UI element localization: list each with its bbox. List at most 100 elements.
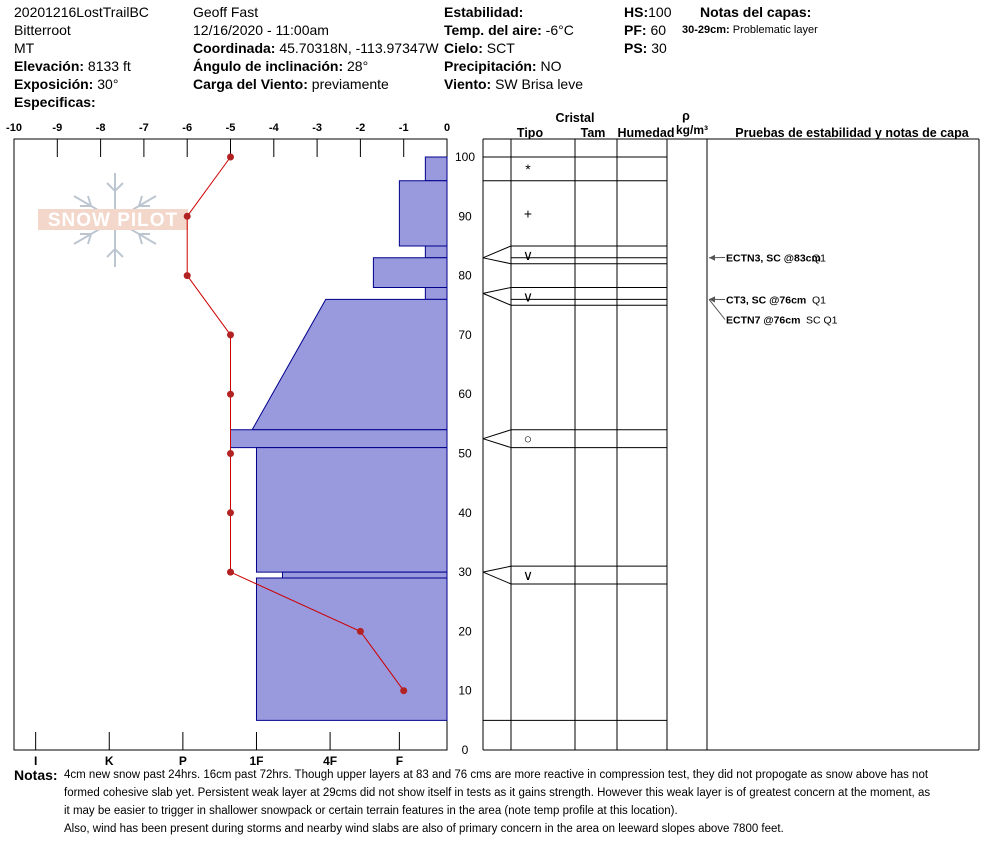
stability-test-quality: SC Q1 bbox=[806, 315, 838, 327]
hardness-layer bbox=[255, 447, 448, 573]
coordinate-value: 45.70318N, -113.97347W bbox=[279, 40, 439, 56]
layer-connector bbox=[482, 429, 512, 440]
temperature-point bbox=[400, 687, 408, 695]
depth-tick-label: 10 bbox=[458, 684, 472, 698]
hardness-layer bbox=[255, 577, 448, 721]
notes-line: 4cm new snow past 24hrs. 16cm past 72hrs… bbox=[64, 769, 929, 781]
pf-row: PF: 60 bbox=[624, 22, 666, 38]
layer-connector bbox=[482, 286, 512, 294]
hardness-layer bbox=[424, 286, 448, 300]
temp-tick-label: -8 bbox=[96, 122, 106, 134]
air-temp-value: -6°C bbox=[545, 22, 574, 38]
temp-tick-label: -5 bbox=[226, 122, 236, 134]
observer-name: Geoff Fast bbox=[193, 4, 259, 20]
tests-header: Pruebas de estabilidad y notas de capa bbox=[735, 126, 969, 140]
hs-value: 100 bbox=[648, 4, 672, 20]
temperature-line bbox=[186, 156, 405, 691]
site-name: 20201216LostTrailBC bbox=[14, 4, 149, 20]
aspect-row: Exposición: 30° bbox=[14, 76, 118, 92]
test-arrow-head bbox=[709, 254, 715, 261]
wind-load-value: previamente bbox=[311, 76, 389, 92]
slope-label: Ángulo de inclinación: bbox=[193, 58, 344, 74]
hardness-layer bbox=[372, 257, 448, 288]
depth-tick-label: 70 bbox=[458, 328, 472, 342]
elevation-row: Elevación: 8133 ft bbox=[14, 58, 131, 74]
depth-tick-label: 0 bbox=[462, 743, 469, 757]
temp-tick-label: -2 bbox=[356, 122, 366, 134]
elevation-value: 8133 ft bbox=[87, 58, 131, 74]
stability-test-label: CT3, SC @76cm bbox=[726, 295, 806, 307]
specifics-label: Especificas: bbox=[14, 94, 96, 110]
notes-line: it may be easier to trigger in shallower… bbox=[64, 805, 678, 817]
crystal-symbol: * bbox=[525, 161, 531, 177]
ps-value: 30 bbox=[651, 40, 667, 56]
precip-value: NO bbox=[540, 58, 562, 74]
hardness-layer bbox=[281, 571, 448, 579]
depth-tick-label: 30 bbox=[458, 565, 472, 579]
elevation-label: Elevación: bbox=[14, 58, 85, 74]
notes-line: Also, wind has been present during storm… bbox=[64, 823, 784, 835]
stability-test-label: ECTN3, SC @83cm bbox=[726, 253, 821, 265]
crystal-header: Cristal bbox=[556, 111, 595, 125]
density-unit-header: kg/m³ bbox=[676, 123, 708, 137]
temperature-axis: -10 -9 -8 -7 -6 -5 -4 -3 -2 -1 0 bbox=[6, 122, 450, 157]
moisture-header: Humedad bbox=[618, 126, 675, 140]
stability-test-label: ECTN7 @76cm bbox=[726, 315, 800, 327]
size-header: Tam bbox=[581, 126, 606, 140]
layer-connector bbox=[482, 245, 512, 259]
aspect-value: 30° bbox=[97, 76, 119, 92]
wind-load-label: Carga del Viento: bbox=[193, 76, 308, 92]
layer-boundaries bbox=[482, 156, 667, 721]
hardness-layer bbox=[398, 180, 448, 247]
hardness-tick-label: 4F bbox=[323, 754, 337, 768]
depth-tick-label: 40 bbox=[458, 506, 472, 520]
coordinate-label: Coordinada: bbox=[193, 40, 276, 56]
density-symbol-header: ρ bbox=[682, 109, 690, 123]
wind-load-row: Carga del Viento: previamente bbox=[193, 76, 389, 92]
hs-label: HS: bbox=[624, 4, 649, 20]
temperature-point bbox=[227, 509, 234, 517]
wind-row: Viento: SW Brisa leve bbox=[444, 76, 583, 92]
temperature-point bbox=[227, 568, 234, 576]
observation-datetime: 12/16/2020 - 11:00am bbox=[193, 22, 329, 38]
hardness-layer bbox=[424, 156, 448, 182]
temp-tick-label: -4 bbox=[269, 122, 280, 134]
wind-label: Viento: bbox=[444, 76, 492, 92]
temperature-profile bbox=[183, 153, 408, 695]
crystal-symbol: ○ bbox=[524, 431, 532, 447]
temp-tick-label: -3 bbox=[312, 122, 322, 134]
hardness-layers bbox=[230, 156, 448, 721]
notes-line: formed cohesive slab yet. Persistent wea… bbox=[64, 787, 931, 799]
depth-axis: 0 10 20 30 40 50 60 70 80 90 100 bbox=[455, 150, 475, 757]
layer-connector bbox=[482, 438, 512, 449]
layer-connector bbox=[482, 565, 512, 573]
logo-text: SNOW PILOT bbox=[48, 210, 178, 231]
hardness-axis: I K P 1F 4F F bbox=[34, 732, 403, 768]
stability-label: Estabilidad: bbox=[444, 4, 524, 20]
precip-row: Precipitación: NO bbox=[444, 58, 561, 74]
test-arrow-head bbox=[709, 296, 715, 303]
temp-tick-label: -6 bbox=[182, 122, 192, 134]
hardness-tick-label: I bbox=[34, 754, 37, 768]
depth-tick-label: 100 bbox=[455, 150, 475, 164]
pf-value: 60 bbox=[650, 22, 667, 38]
temperature-point bbox=[356, 627, 364, 635]
temp-tick-label: -1 bbox=[399, 122, 409, 134]
layer-note-range: 30-29cm: bbox=[682, 24, 730, 36]
temp-tick-label: -10 bbox=[6, 122, 22, 134]
type-header: Tipo bbox=[517, 126, 544, 140]
precip-label: Precipitación: bbox=[444, 58, 537, 74]
hardness-layer bbox=[424, 245, 448, 259]
hardness-tick-label: K bbox=[105, 754, 114, 768]
temp-tick-label: -9 bbox=[52, 122, 62, 134]
wind-value: SW Brisa leve bbox=[495, 76, 584, 92]
hardness-layer bbox=[230, 429, 448, 449]
snow-profile-chart: SNOW PILOT -10 -9 -8 -7 -6 -5 -4 -3 -2 -1 0 I K P 1F 4… bbox=[6, 109, 980, 768]
layer-note-text: Problematic layer bbox=[732, 24, 818, 36]
hardness-tick-label: 1F bbox=[249, 754, 263, 768]
crystal-symbols: * + ∨ ∨ ○ ∨ bbox=[523, 161, 533, 583]
temperature-point bbox=[227, 331, 234, 339]
slope-value: 28° bbox=[347, 58, 369, 74]
depth-tick-label: 90 bbox=[458, 209, 472, 223]
